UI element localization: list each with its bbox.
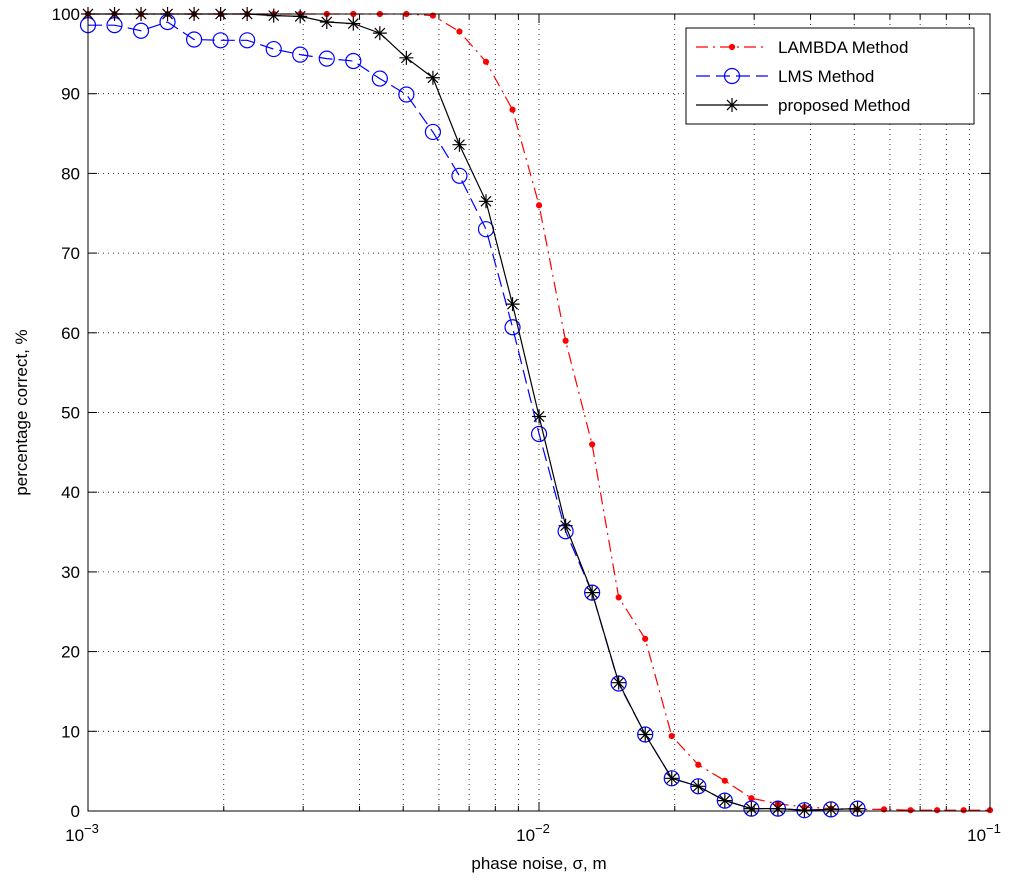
marker-asterisk [611, 675, 626, 690]
marker-circle [345, 52, 362, 70]
marker-asterisk [744, 801, 759, 816]
x-tick-label-base: 10 [967, 826, 986, 845]
marker-circle [723, 67, 741, 85]
marker-asterisk [293, 9, 308, 24]
y-tick-label: 50 [61, 404, 80, 423]
marker-dot [907, 807, 914, 814]
series-line [88, 21, 858, 811]
marker-circle [690, 778, 707, 795]
marker-circle [398, 86, 415, 103]
series-lms-method [79, 13, 866, 819]
marker-dot [728, 43, 736, 51]
marker-asterisk [478, 194, 493, 209]
y-tick-label: 90 [61, 85, 80, 104]
x-tick-label-base: 10 [516, 826, 535, 845]
marker-asterisk [717, 793, 732, 808]
marker-circle [424, 123, 442, 141]
marker-dot [589, 441, 596, 448]
marker-circle [239, 32, 256, 49]
axes-box [87, 13, 991, 812]
marker-asterisk [266, 8, 281, 23]
x-tick-label-exponent: −1 [986, 821, 1001, 836]
marker-asterisk [823, 802, 838, 817]
marker-circle [132, 22, 150, 39]
marker-dot [509, 106, 516, 113]
y-tick-label: 40 [61, 483, 80, 502]
y-tick-label: 20 [61, 643, 80, 662]
marker-asterisk [319, 14, 334, 29]
x-tick-label-base: 10 [65, 826, 84, 845]
legend-label: LAMBDA Method [778, 38, 908, 57]
marker-circle [584, 584, 601, 601]
marker-asterisk [452, 137, 467, 152]
legend-label: proposed Method [778, 96, 910, 115]
marker-circle [212, 32, 229, 49]
y-tick-label: 0 [71, 802, 80, 821]
x-tick-label: 10−3 [65, 821, 99, 845]
marker-dot [615, 594, 622, 601]
marker-circle [371, 70, 388, 87]
marker-dot [934, 807, 941, 814]
marker-circle [318, 50, 335, 67]
marker-asterisk [664, 771, 679, 786]
marker-asterisk [505, 297, 520, 312]
x-tick-label-exponent: −2 [535, 821, 550, 836]
marker-dot [456, 28, 463, 35]
marker-dot [695, 761, 702, 768]
marker-dot [668, 732, 675, 740]
y-tick-label: 100 [52, 5, 80, 24]
x-tick-label: 10−1 [967, 821, 1001, 845]
marker-circle [292, 46, 309, 63]
marker-asterisk [399, 50, 414, 65]
marker-asterisk [850, 801, 865, 816]
y-tick-label: 60 [61, 324, 80, 343]
marker-circle [186, 31, 203, 48]
marker-asterisk [725, 98, 739, 112]
marker-asterisk [770, 801, 785, 816]
marker-asterisk [797, 803, 812, 818]
marker-asterisk [346, 16, 361, 31]
marker-circle [265, 40, 282, 58]
y-tick-label: 80 [61, 164, 80, 183]
marker-asterisk [691, 779, 706, 794]
marker-dot [721, 777, 728, 784]
marker-asterisk [532, 409, 547, 424]
marker-asterisk [425, 70, 440, 85]
marker-dot [960, 807, 967, 814]
marker-circle [637, 726, 654, 743]
legend-label: LMS Method [778, 67, 874, 86]
marker-dot [748, 795, 755, 802]
marker-dot [642, 635, 649, 642]
legend-box [685, 27, 975, 125]
y-tick-label: 10 [61, 722, 80, 741]
marker-circle [530, 425, 548, 443]
y-tick-label: 70 [61, 244, 80, 263]
marker-asterisk [558, 518, 573, 533]
marker-circle [504, 319, 521, 336]
x-tick-label-exponent: −3 [84, 821, 99, 836]
x-tick-label: 10−2 [516, 821, 550, 845]
marker-asterisk [585, 585, 600, 600]
marker-dot [482, 58, 490, 65]
marker-dot [535, 202, 543, 209]
x-axis-label: phase noise, σ, m [471, 854, 606, 873]
marker-asterisk [372, 26, 387, 41]
y-axis-label: percentage correct, % [12, 329, 31, 495]
marker-circle [716, 792, 733, 809]
marker-dot [562, 337, 569, 344]
marker-circle [663, 770, 680, 787]
legend: LAMBDA Method LMS Method proposed Method [685, 27, 975, 125]
y-tick-label: 30 [61, 563, 80, 582]
marker-asterisk [638, 727, 653, 742]
marker-circle [451, 167, 468, 184]
